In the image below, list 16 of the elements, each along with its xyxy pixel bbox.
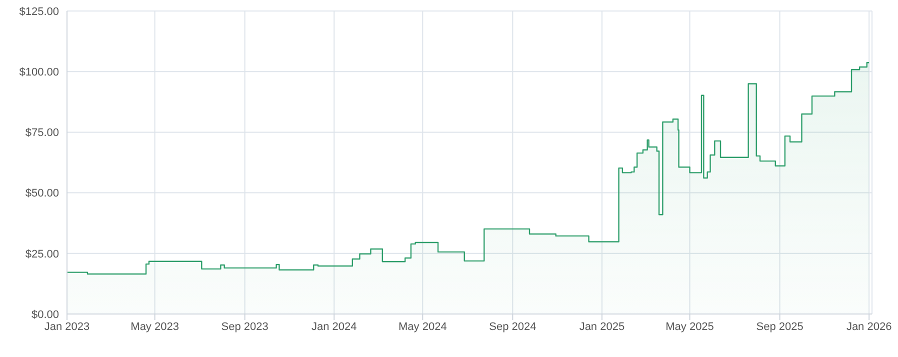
x-tick-label: Jan 2026 [846, 320, 892, 333]
x-tick-label: Jan 2023 [44, 320, 90, 333]
y-tick-label: $100.00 [19, 66, 59, 79]
y-tick-label: $50.00 [25, 188, 59, 200]
x-tick-label: May 2023 [130, 320, 179, 333]
x-tick-label: Sep 2024 [489, 320, 536, 333]
x-tick-label: Sep 2025 [756, 320, 804, 333]
x-tick-label: May 2024 [398, 320, 447, 333]
y-tick-label: $0.00 [31, 308, 59, 321]
x-tick-label: Sep 2023 [221, 320, 268, 333]
y-tick-label: $25.00 [25, 248, 59, 260]
x-tick-label: Jan 2025 [579, 320, 625, 333]
y-tick-label: $75.00 [25, 127, 59, 140]
x-tick-label: Jan 2024 [311, 320, 357, 333]
x-tick-label: May 2025 [666, 320, 714, 333]
y-tick-label: $125.00 [19, 6, 59, 18]
